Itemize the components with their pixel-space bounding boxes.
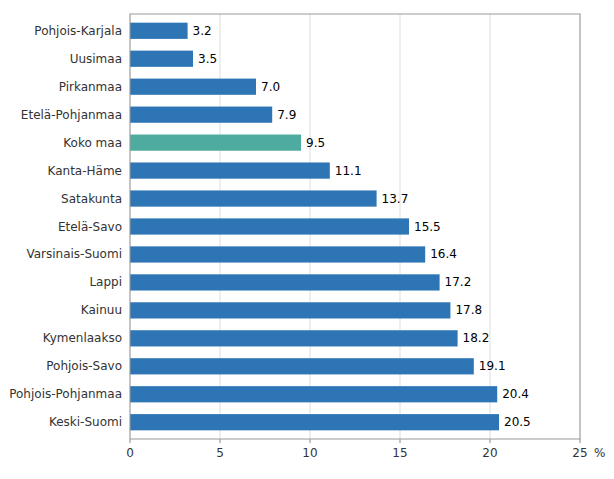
- tick-label: 5: [216, 446, 224, 460]
- bar: [130, 302, 450, 318]
- chart-container: 0 5 10 15 20 25% 20.5 20.4 19.1 18.2 17.8 17.2 16.4 1…: [0, 0, 614, 479]
- bar: [130, 23, 188, 39]
- tick-mark: [130, 439, 131, 443]
- category-label: Lappi: [89, 275, 122, 289]
- data-label: 19.1: [479, 359, 506, 373]
- data-label: 9.5: [306, 136, 325, 150]
- chart-svg: 0 5 10 15 20 25% 20.5 20.4 19.1 18.2 17.8 17.2 16.4 1…: [0, 0, 614, 479]
- tick-mark: [490, 439, 491, 443]
- category-label: Kanta-Häme: [48, 164, 122, 178]
- tick-label: 25: [572, 446, 587, 460]
- data-label: 15.5: [414, 220, 441, 234]
- category-label: Varsinais-Suomi: [26, 247, 122, 261]
- plot-frame: [130, 14, 580, 439]
- axis-label: %: [594, 446, 605, 460]
- category-label: Kainuu: [81, 303, 122, 317]
- bar: [130, 414, 499, 430]
- tick-label: 15: [392, 446, 407, 460]
- data-label: 7.0: [261, 80, 280, 94]
- category-label: Pohjois-Karjala: [34, 24, 122, 38]
- bar: [130, 386, 497, 402]
- bars: [130, 23, 499, 431]
- tick-mark: [220, 439, 221, 443]
- category-label: Etelä-Savo: [58, 220, 122, 234]
- bar: [130, 51, 193, 67]
- tick-label: 10: [302, 446, 317, 460]
- tick-mark: [580, 439, 581, 443]
- data-label: 17.8: [455, 303, 482, 317]
- data-label: 11.1: [335, 164, 362, 178]
- category-label: Keski-Suomi: [49, 415, 122, 429]
- bar: [130, 190, 377, 206]
- category-label: Satakunta: [61, 192, 122, 206]
- bar: [130, 218, 409, 234]
- data-label: 3.2: [193, 24, 212, 38]
- grid-line: [490, 14, 491, 439]
- category-label: Pohjois-Savo: [46, 359, 122, 373]
- data-label: 18.2: [463, 331, 490, 345]
- tick-label: 20: [482, 446, 497, 460]
- bar: [130, 330, 458, 346]
- bar: [130, 135, 301, 151]
- grid: [130, 14, 580, 439]
- category-label: Kymenlaakso: [43, 331, 122, 345]
- data-label: 13.7: [382, 192, 409, 206]
- category-label: Koko maa: [63, 136, 122, 150]
- tick-mark: [400, 439, 401, 443]
- data-label: 3.5: [198, 52, 217, 66]
- category-label: Etelä-Pohjanmaa: [21, 108, 122, 122]
- data-label: 20.5: [504, 415, 531, 429]
- category-label: Pohjois-Pohjanmaa: [9, 387, 122, 401]
- data-label: 7.9: [277, 108, 296, 122]
- bar: [130, 107, 272, 123]
- data-labels: 20.5 20.4 19.1 18.2 17.8 17.2 16.4 15.5 13.7 11.1…: [193, 24, 531, 429]
- data-label: 20.4: [502, 387, 529, 401]
- data-label: 16.4: [430, 247, 457, 261]
- bar: [130, 246, 425, 262]
- data-label: 17.2: [445, 275, 472, 289]
- category-label: Uusimaa: [70, 52, 122, 66]
- tick-label: 0: [126, 446, 134, 460]
- x-axis: 0 5 10 15 20 25%: [126, 439, 605, 460]
- y-axis: Keski-Suomi Pohjois-Pohjanmaa Pohjois-Savo…: [9, 24, 122, 429]
- bar: [130, 79, 256, 95]
- bar: [130, 358, 474, 374]
- tick-mark: [310, 439, 311, 443]
- bar: [130, 274, 440, 290]
- bar: [130, 162, 330, 178]
- category-label: Pirkanmaa: [59, 80, 122, 94]
